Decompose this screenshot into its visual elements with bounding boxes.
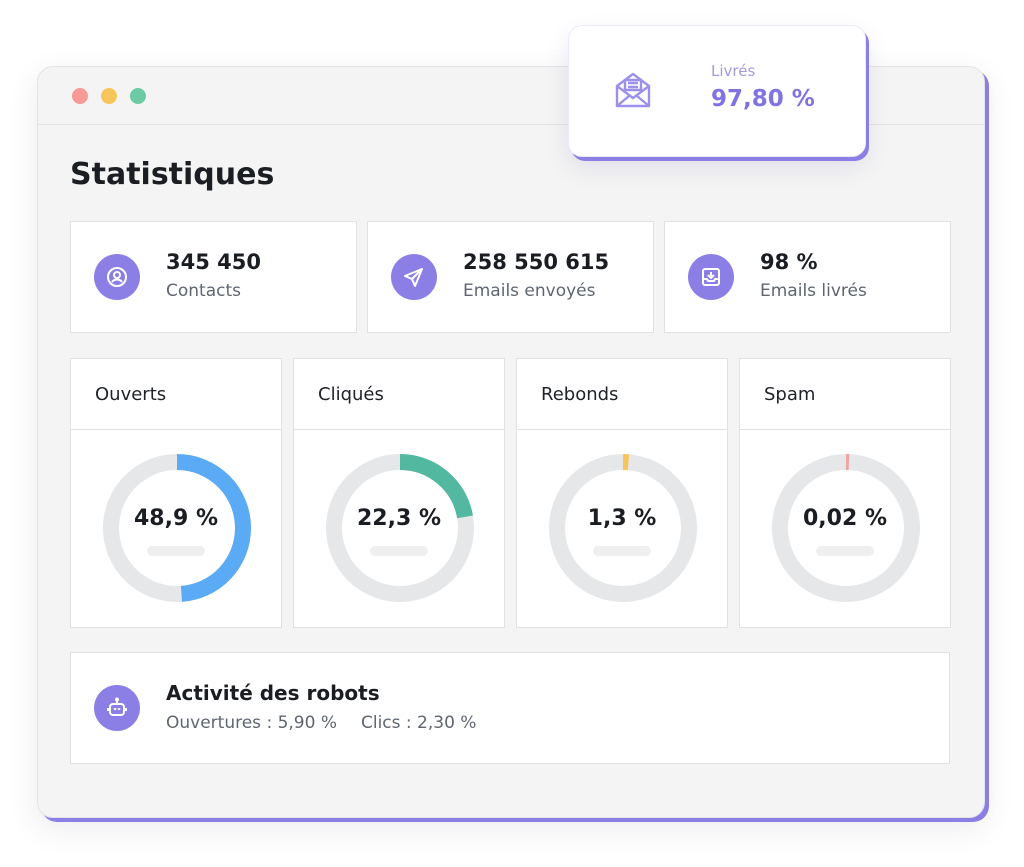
donut-value: 0,02 % <box>803 506 887 531</box>
metric-title-opens: Ouverts <box>70 358 282 430</box>
donut-placeholder-bar <box>816 546 874 556</box>
kpi-value: 345 450 <box>166 250 261 274</box>
donut-value: 1,3 % <box>587 506 657 531</box>
bots-activity-card: Activité des robots Ouvertures : 5,90 % … <box>70 652 950 764</box>
bots-clicks: Clics : 2,30 % <box>360 713 477 733</box>
kpi-card-emails-sent: 258 550 615 Emails envoyés <box>367 221 654 333</box>
metric-title-clicks: Cliqués <box>293 358 505 430</box>
metric-card-clicks: 22,3 % <box>293 430 505 628</box>
donut-value: 22,3 % <box>357 506 441 531</box>
metric-card-opens: 48,9 % <box>70 430 282 628</box>
metric-card-bounces: 1,3 % <box>516 430 728 628</box>
donut-chart-opens <box>103 454 251 602</box>
kpi-card-contacts: 345 450 Contacts <box>70 221 357 333</box>
metric-title-bounces: Rebonds <box>516 358 728 430</box>
kpi-value: 258 550 615 <box>463 250 610 274</box>
donut-chart-clicks <box>326 454 474 602</box>
donut-arc <box>772 454 920 602</box>
delivered-popup: Livrés 97,80 % <box>568 25 866 157</box>
inbox-download-icon <box>688 254 734 300</box>
donut-arc <box>103 454 251 602</box>
bots-title: Activité des robots <box>166 681 380 705</box>
kpi-card-emails-delivered: 98 % Emails livrés <box>664 221 951 333</box>
donut-chart-bounces <box>549 454 697 602</box>
page-title: Statistiques <box>70 157 275 192</box>
kpi-label: Emails envoyés <box>463 281 596 301</box>
donut-placeholder-bar <box>147 546 205 556</box>
delivered-label: Livrés <box>711 62 756 80</box>
robot-icon <box>94 685 140 731</box>
metric-card-spam: 0,02 % <box>739 430 951 628</box>
donut-placeholder-bar <box>370 546 428 556</box>
minimize-dot[interactable] <box>101 87 117 104</box>
stats-window: Statistiques 345 450 Contacts 258 550 61… <box>37 66 985 818</box>
delivered-value: 97,80 % <box>711 86 815 112</box>
donut-value: 48,9 % <box>134 506 218 531</box>
donut-arc <box>326 454 474 602</box>
donut-arc <box>549 454 697 602</box>
contact-icon <box>94 254 140 300</box>
close-dot[interactable] <box>72 87 88 104</box>
kpi-value: 98 % <box>760 250 818 274</box>
send-icon <box>391 254 437 300</box>
kpi-label: Contacts <box>166 281 241 301</box>
maximize-dot[interactable] <box>130 87 146 104</box>
donut-chart-spam <box>772 454 920 602</box>
window-titlebar <box>38 67 984 125</box>
metric-title-spam: Spam <box>739 358 951 430</box>
kpi-label: Emails livrés <box>760 281 867 301</box>
bots-opens: Ouvertures : 5,90 % <box>166 713 337 733</box>
mail-open-icon <box>613 70 653 114</box>
donut-placeholder-bar <box>593 546 651 556</box>
